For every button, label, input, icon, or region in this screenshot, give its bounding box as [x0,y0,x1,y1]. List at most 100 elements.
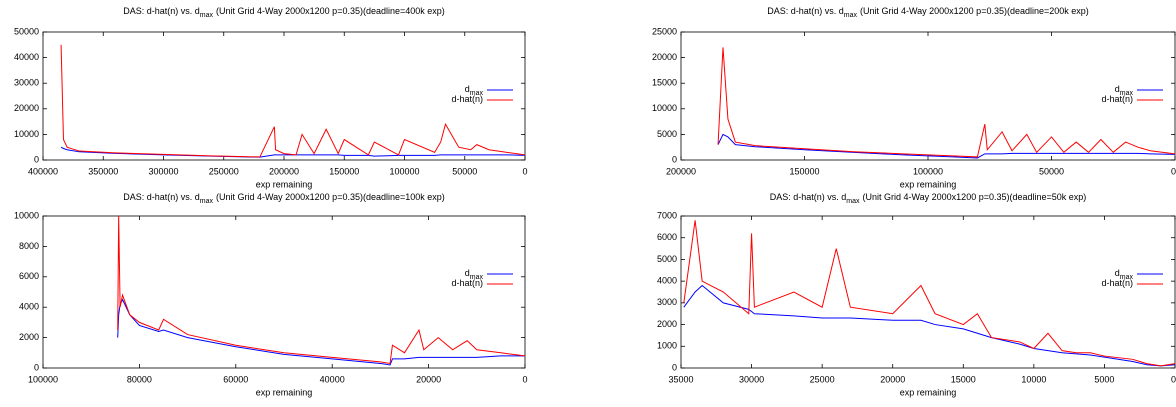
x-tick-label: 0 [522,374,527,384]
x-tick-label: 0 [522,166,527,176]
x-tick-label: 80000 [127,374,152,384]
x-tick-label: 20000 [880,374,905,384]
x-tick-label: 60000 [223,374,248,384]
y-tick-label: 1000 [657,341,677,351]
legend-text: d [465,268,470,278]
x-tick-label: 200000 [666,166,696,176]
y-tick-label: 0 [672,154,677,164]
legend-subscript: max [1120,90,1134,97]
x-tick-label: 400000 [28,166,58,176]
x-tick-label: 25000 [810,374,835,384]
x-tick-label: 0 [1171,374,1176,384]
title-text: (Unit Grid 4-Way 2000x1200 p=0.35)(deadl… [216,192,445,202]
legend-text: d-hat(n) [1101,278,1133,288]
y-tick-label: 25000 [652,26,677,36]
series-line [683,284,1176,367]
y-tick-label: 3000 [657,297,677,307]
x-tick-label: 5000 [1094,374,1114,384]
title-subscript: max [844,12,858,19]
title-subscript: max [200,12,214,19]
y-tick-label: 6000 [19,271,39,281]
y-tick-label: 50000 [14,26,39,36]
legend-text: d [465,84,470,94]
y-tick-label: 20000 [14,103,39,113]
x-tick-label: 200000 [269,166,299,176]
y-tick-label: 0 [34,362,39,372]
plot-frame [680,215,1176,369]
title-text: DAS: d-hat(n) vs. d [123,192,200,202]
series-line [117,298,525,366]
title-text: DAS: d-hat(n) vs. d [123,6,200,16]
x-tick-label: 350000 [88,166,118,176]
legend-subscript: max [470,274,484,281]
x-tick-label: 300000 [148,166,178,176]
y-tick-label: 5000 [657,254,677,264]
y-tick-label: 0 [34,154,39,164]
legend-subscript: max [1120,274,1134,281]
y-tick-label: 10000 [14,129,39,139]
chart-panel: DAS: d-hat(n) vs. dmax (Unit Grid 4-Way 2… [652,6,1176,189]
y-tick-label: 40000 [14,52,39,62]
y-tick-label: 0 [672,362,677,372]
x-axis-label: exp remaining [256,387,313,397]
legend-text: d-hat(n) [1101,94,1133,104]
legend-label: d-hat(n) [1101,94,1133,104]
x-tick-label: 100000 [389,166,419,176]
chart-panel: DAS: d-hat(n) vs. dmax (Unit Grid 4-Way 2… [657,192,1176,397]
x-tick-label: 30000 [739,374,764,384]
series-line [117,215,526,365]
x-tick-label: 40000 [320,374,345,384]
y-tick-label: 6000 [657,232,677,242]
chart-title: DAS: d-hat(n) vs. dmax (Unit Grid 4-Way 2… [123,6,445,19]
x-tick-label: 150000 [789,166,819,176]
series-line [60,146,526,158]
legend-text: d [1115,268,1120,278]
x-tick-label: 15000 [951,374,976,384]
title-text: DAS: d-hat(n) vs. d [767,6,844,16]
legend-subscript: max [470,90,484,97]
x-tick-label: 100000 [913,166,943,176]
y-tick-label: 15000 [652,78,677,88]
x-tick-label: 100000 [28,374,58,384]
legend-label: dmax [1115,268,1134,281]
x-tick-label: 150000 [329,166,359,176]
title-subscript: max [846,198,860,205]
y-tick-label: 30000 [14,78,39,88]
y-tick-label: 7000 [657,210,677,220]
x-tick-label: 50000 [452,166,477,176]
x-tick-label: 50000 [1039,166,1064,176]
y-tick-label: 5000 [657,129,677,139]
y-tick-label: 10000 [652,103,677,113]
y-tick-label: 2000 [19,332,39,342]
legend-label: d-hat(n) [451,94,483,104]
title-text: (Unit Grid 4-Way 2000x1200 p=0.35)(deadl… [216,6,445,16]
x-tick-label: 35000 [668,374,693,384]
plot-frame [42,215,526,369]
y-tick-label: 4000 [657,276,677,286]
y-tick-label: 2000 [657,319,677,329]
y-tick-label: 4000 [19,302,39,312]
x-tick-label: 0 [1171,166,1176,176]
legend-label: d-hat(n) [451,278,483,288]
chart-title: DAS: d-hat(n) vs. dmax (Unit Grid 4-Way 2… [767,6,1089,19]
chart-panel: DAS: d-hat(n) vs. dmax (Unit Grid 4-Way 2… [14,6,528,189]
x-tick-label: 20000 [416,374,441,384]
title-text: (Unit Grid 4-Way 2000x1200 p=0.35)(deadl… [862,192,1086,202]
series-line [60,44,526,158]
legend-label: d-hat(n) [1101,278,1133,288]
legend-label: dmax [465,268,484,281]
legend-text: d-hat(n) [451,94,483,104]
legend-text: d-hat(n) [451,278,483,288]
title-subscript: max [200,198,214,205]
title-text: (Unit Grid 4-Way 2000x1200 p=0.35)(deadl… [860,6,1089,16]
y-tick-label: 8000 [19,241,39,251]
title-text: DAS: d-hat(n) vs. d [770,192,847,202]
chart-title: DAS: d-hat(n) vs. dmax (Unit Grid 4-Way 2… [123,192,445,205]
legend-label: dmax [465,84,484,97]
legend-label: dmax [1115,84,1134,97]
x-axis-label: exp remaining [256,179,313,189]
series-line [717,133,1176,159]
x-axis-label: exp remaining [900,179,957,189]
